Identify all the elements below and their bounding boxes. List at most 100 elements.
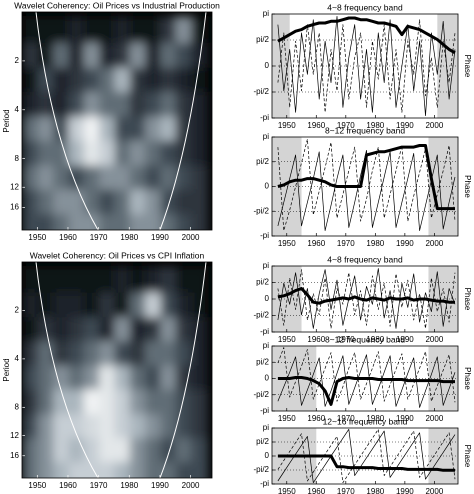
heatmap-cell <box>114 266 132 295</box>
heatmap-cell <box>175 462 194 478</box>
heatmap-cell <box>160 317 178 346</box>
heatmap-cell <box>191 140 209 170</box>
heatmap-cell <box>53 67 71 97</box>
heatmap-cell <box>22 292 40 322</box>
heatmap-cell <box>22 414 40 443</box>
heatmap-area <box>22 12 209 230</box>
y-axis-label: Phase <box>463 367 472 390</box>
heatmap-cell <box>37 414 56 443</box>
x-tick-label: 2000 <box>425 121 443 130</box>
heatmap-cell <box>68 414 86 443</box>
heatmap-cell <box>83 414 102 443</box>
y-tick-label: -pi/2 <box>253 465 269 474</box>
heatmap-cell <box>145 116 163 146</box>
panel-title: Wavelet Coherency: Oil Prices vs CPI Inf… <box>30 250 205 260</box>
heatmap-cell <box>68 365 86 395</box>
heatmap-cell <box>22 317 40 346</box>
cone-of-influence <box>35 12 99 230</box>
heatmap-cell <box>99 389 117 418</box>
heatmap-cell <box>22 116 40 146</box>
x-tick-label: 1950 <box>278 414 296 423</box>
x-tick-label: 1980 <box>120 233 138 242</box>
heatmap-cell <box>129 266 148 295</box>
phase-line <box>277 149 456 231</box>
x-tick-label: 1950 <box>278 121 296 130</box>
heatmap-cell <box>99 365 117 395</box>
heatmap-cell <box>68 462 86 478</box>
heatmap-cell <box>160 67 178 97</box>
heatmap-cell <box>191 341 209 370</box>
heatmap-cell <box>145 213 163 230</box>
panel-frame <box>271 345 459 412</box>
heatmap-cell <box>145 42 163 72</box>
x-tick-label: 1960 <box>307 335 325 344</box>
heatmap-cell <box>145 91 163 121</box>
heatmap-cell <box>22 16 40 45</box>
heatmap-cell <box>191 116 209 146</box>
y-tick-label: pi <box>263 261 269 270</box>
x-tick-label: 1960 <box>307 239 325 248</box>
heatmap-cell <box>160 140 178 170</box>
heatmap-cell <box>129 389 148 418</box>
heatmap-cell <box>114 42 132 72</box>
heatmap-cell <box>53 389 71 418</box>
heatmap-cell <box>175 67 194 97</box>
heatmap-cell <box>22 189 40 219</box>
heatmap-cell <box>114 67 132 97</box>
y-tick-label: 0 <box>265 294 270 303</box>
heatmap-cell <box>83 317 102 346</box>
y-axis-label: Period <box>2 109 11 132</box>
y-tick-label: 16 <box>10 451 19 460</box>
heatmap-cell <box>53 462 71 478</box>
heatmap-cell <box>175 317 194 346</box>
y-tick-label: 0 <box>265 451 270 460</box>
heatmap-cell <box>37 389 56 418</box>
x-tick-label: 1980 <box>120 481 138 490</box>
heatmap-cell <box>83 116 102 146</box>
x-tick-label: 1980 <box>366 414 384 423</box>
heatmap-cell <box>99 462 117 478</box>
heatmap-cell <box>37 213 56 230</box>
heatmap-cell <box>68 189 86 219</box>
heatmap-cell <box>175 292 194 322</box>
heatmap-cell <box>22 91 40 121</box>
y-tick-label: 0 <box>265 182 270 191</box>
heatmap-cell <box>37 437 56 467</box>
heatmap-cell <box>114 189 132 219</box>
heatmap-cell <box>22 365 40 395</box>
x-tick-label: 1950 <box>278 487 296 494</box>
heatmap-cell <box>83 42 102 72</box>
heatmap-cell <box>83 365 102 395</box>
cone-of-influence <box>159 262 207 478</box>
heatmap-cell <box>145 189 163 219</box>
heatmap-cell <box>37 365 56 395</box>
heatmap-cell <box>114 414 132 443</box>
heatmap-cell <box>114 213 132 230</box>
x-tick-label: 1950 <box>278 335 296 344</box>
heatmap-cell <box>114 341 132 370</box>
heatmap-cell <box>129 365 148 395</box>
x-tick-label: 1960 <box>59 481 77 490</box>
heatmap-cell <box>83 16 102 45</box>
y-tick-label: -pi <box>260 231 269 240</box>
heatmap-cell <box>22 67 40 97</box>
heatmap-cell <box>114 437 132 467</box>
x-tick-label: 1990 <box>396 487 414 494</box>
heatmap-cell <box>145 16 163 45</box>
phase-line <box>277 19 456 113</box>
heatmap-cell <box>145 317 163 346</box>
heatmap-cell <box>68 42 86 72</box>
heatmap-cell <box>83 91 102 121</box>
phase-line <box>277 15 456 117</box>
heatmap-cell <box>129 116 148 146</box>
heatmap-cell <box>99 341 117 370</box>
heatmap-cell <box>83 213 102 230</box>
heatmap-cell <box>99 67 117 97</box>
heatmap-cell <box>191 365 209 395</box>
heatmap-cell <box>53 165 71 195</box>
heatmap-cell <box>160 42 178 72</box>
x-tick-label: 1990 <box>396 121 414 130</box>
panel-title: 4~8 frequency band <box>327 254 403 264</box>
heatmap-cell <box>37 91 56 121</box>
